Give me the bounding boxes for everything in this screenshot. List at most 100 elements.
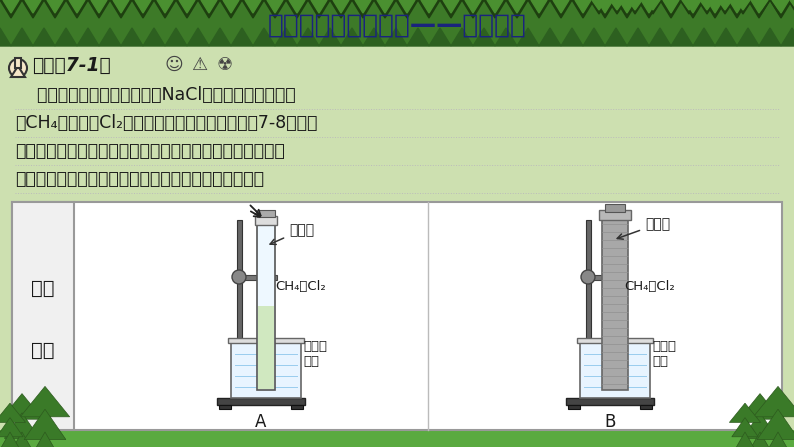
Polygon shape — [729, 0, 745, 13]
Polygon shape — [0, 0, 22, 18]
Polygon shape — [231, 28, 253, 46]
Polygon shape — [594, 0, 616, 18]
Polygon shape — [88, 0, 110, 18]
Bar — [255, 216, 277, 225]
Polygon shape — [91, 0, 107, 13]
Polygon shape — [333, 0, 349, 13]
Polygon shape — [377, 0, 393, 13]
Polygon shape — [209, 28, 231, 46]
Polygon shape — [685, 0, 701, 13]
Polygon shape — [693, 28, 715, 46]
Bar — [566, 398, 654, 405]
Polygon shape — [253, 28, 275, 46]
Polygon shape — [528, 0, 550, 18]
Polygon shape — [165, 28, 187, 46]
Text: CH₄和Cl₂: CH₄和Cl₂ — [275, 281, 326, 294]
Bar — [742, 420, 748, 432]
Polygon shape — [21, 386, 70, 417]
Polygon shape — [517, 28, 539, 46]
Polygon shape — [616, 0, 638, 18]
Polygon shape — [341, 28, 363, 46]
Polygon shape — [135, 0, 151, 13]
Polygon shape — [275, 28, 297, 46]
Polygon shape — [682, 0, 704, 18]
Polygon shape — [66, 0, 88, 18]
Polygon shape — [792, 0, 794, 18]
Bar — [640, 405, 652, 409]
Bar — [599, 210, 631, 220]
Bar — [228, 338, 304, 343]
Bar — [602, 216, 628, 390]
Polygon shape — [311, 0, 327, 13]
Polygon shape — [730, 403, 761, 422]
Polygon shape — [682, 0, 696, 10]
Polygon shape — [707, 0, 723, 13]
Polygon shape — [592, 0, 606, 10]
Text: 在日光直射的地方）。静置，比较两支试管内的现象。: 在日光直射的地方）。静置，比较两支试管内的现象。 — [15, 170, 264, 188]
Polygon shape — [773, 0, 789, 13]
Text: 二、烷烃的典型性质——取代反应: 二、烷烃的典型性质——取代反应 — [268, 13, 526, 39]
Polygon shape — [407, 28, 429, 46]
Text: 铝箔套: 铝箔套 — [617, 217, 670, 239]
Polygon shape — [77, 28, 99, 46]
Polygon shape — [646, 0, 660, 10]
Polygon shape — [396, 0, 418, 18]
Polygon shape — [440, 0, 462, 18]
Polygon shape — [590, 0, 608, 14]
Bar — [239, 274, 277, 279]
Bar — [605, 204, 625, 212]
Polygon shape — [113, 0, 129, 13]
Polygon shape — [772, 0, 786, 10]
Polygon shape — [264, 0, 286, 18]
Text: 操作: 操作 — [31, 341, 55, 360]
Polygon shape — [506, 0, 528, 18]
Polygon shape — [561, 28, 583, 46]
Polygon shape — [30, 432, 60, 447]
Polygon shape — [660, 0, 682, 18]
Polygon shape — [451, 28, 473, 46]
Polygon shape — [374, 0, 396, 18]
Polygon shape — [198, 0, 220, 18]
Polygon shape — [495, 28, 517, 46]
Polygon shape — [715, 28, 737, 46]
Polygon shape — [748, 0, 770, 18]
Polygon shape — [739, 394, 781, 419]
Bar — [568, 405, 580, 409]
Polygon shape — [220, 0, 242, 18]
Bar — [257, 224, 275, 390]
Polygon shape — [641, 0, 657, 13]
Polygon shape — [176, 0, 198, 18]
Polygon shape — [187, 28, 209, 46]
Bar — [0, 430, 794, 447]
Bar — [40, 413, 50, 432]
Polygon shape — [143, 28, 165, 46]
Polygon shape — [297, 28, 319, 46]
Polygon shape — [473, 28, 495, 46]
Polygon shape — [0, 28, 11, 46]
Text: 实验: 实验 — [31, 279, 55, 298]
Polygon shape — [33, 28, 55, 46]
Bar — [12, 202, 74, 430]
Polygon shape — [69, 0, 85, 13]
Bar — [580, 343, 650, 398]
Text: 【实验7-1】: 【实验7-1】 — [32, 56, 110, 75]
Polygon shape — [223, 0, 239, 13]
Polygon shape — [465, 0, 481, 13]
Polygon shape — [2, 394, 43, 419]
Polygon shape — [245, 0, 261, 13]
Polygon shape — [751, 0, 767, 13]
Polygon shape — [664, 0, 678, 10]
Polygon shape — [487, 0, 503, 13]
Polygon shape — [47, 0, 63, 13]
Bar — [258, 306, 274, 389]
Bar — [18, 416, 26, 432]
Polygon shape — [3, 0, 19, 13]
Polygon shape — [25, 0, 41, 13]
Polygon shape — [781, 28, 794, 46]
Polygon shape — [627, 28, 649, 46]
Polygon shape — [752, 0, 770, 14]
Polygon shape — [610, 0, 624, 10]
Polygon shape — [644, 0, 662, 14]
Polygon shape — [788, 0, 794, 14]
Polygon shape — [132, 0, 154, 18]
